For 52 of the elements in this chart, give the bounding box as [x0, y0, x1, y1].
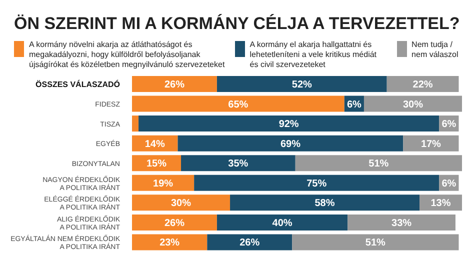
data-label: 65% [228, 99, 248, 110]
data-label: 35% [228, 158, 248, 170]
bar [132, 96, 344, 112]
bar [132, 174, 194, 191]
data-label: 6% [442, 178, 456, 190]
data-label: 26% [240, 238, 260, 249]
data-label: 14% [144, 138, 165, 150]
bar [403, 135, 459, 152]
bar [194, 174, 440, 191]
bar [230, 194, 420, 211]
bar [292, 234, 459, 250]
data-label: 15% [146, 158, 167, 170]
chart-title: ÖN SZERINT MI A KORMÁNY CÉLJA A TERVEZETTEL? [13, 13, 461, 35]
bar [348, 214, 456, 230]
y-tick-label: ÖSSZES VÁLASZADÓ [36, 78, 120, 89]
bar [138, 116, 440, 132]
legend-label: A kormány el akarja hallgattatni és lehetetleníteni a vele kritikus médiát és civil szervezeteket [250, 40, 378, 70]
bar [386, 76, 459, 92]
data-label: 75% [306, 178, 327, 190]
data-label: 58% [314, 198, 335, 210]
data-label: 69% [280, 138, 301, 150]
bar [216, 76, 387, 92]
data-label: 17% [420, 138, 442, 150]
bar [181, 155, 296, 172]
bar [132, 234, 208, 250]
data-label: 26% [164, 80, 185, 90]
data-label: 22% [412, 80, 433, 90]
data-label: 26% [164, 218, 185, 229]
data-label: 92% [278, 119, 299, 130]
bar [364, 96, 462, 112]
data-label: 52% [292, 80, 312, 90]
data-label: 6% [346, 99, 362, 110]
data-label: 30% [402, 99, 424, 110]
bar [132, 194, 230, 211]
data-label: 33% [392, 218, 412, 229]
data-label: 23% [160, 238, 180, 249]
bar [132, 214, 217, 230]
data-label: 51% [365, 238, 386, 249]
data-label: 19% [153, 178, 174, 190]
bar [295, 155, 462, 172]
legend-label: A kormány növelni akarja az átláthatóságot és megakadályozni, hogy külföldről befolyásoljanak újságírókat és közéletben megnyilvánuló szervezeteket [29, 40, 225, 70]
bar [132, 76, 217, 92]
data-label: 30% [171, 198, 192, 210]
data-label: 40% [272, 218, 292, 229]
data-label: 51% [368, 158, 389, 170]
bar [216, 214, 348, 230]
bar [207, 234, 292, 250]
data-label: 13% [430, 198, 451, 210]
bar [132, 116, 139, 132]
bar [178, 135, 404, 152]
legend-label: Nem tudja / nem válaszol [412, 40, 460, 61]
data-label: 6% [442, 119, 456, 130]
